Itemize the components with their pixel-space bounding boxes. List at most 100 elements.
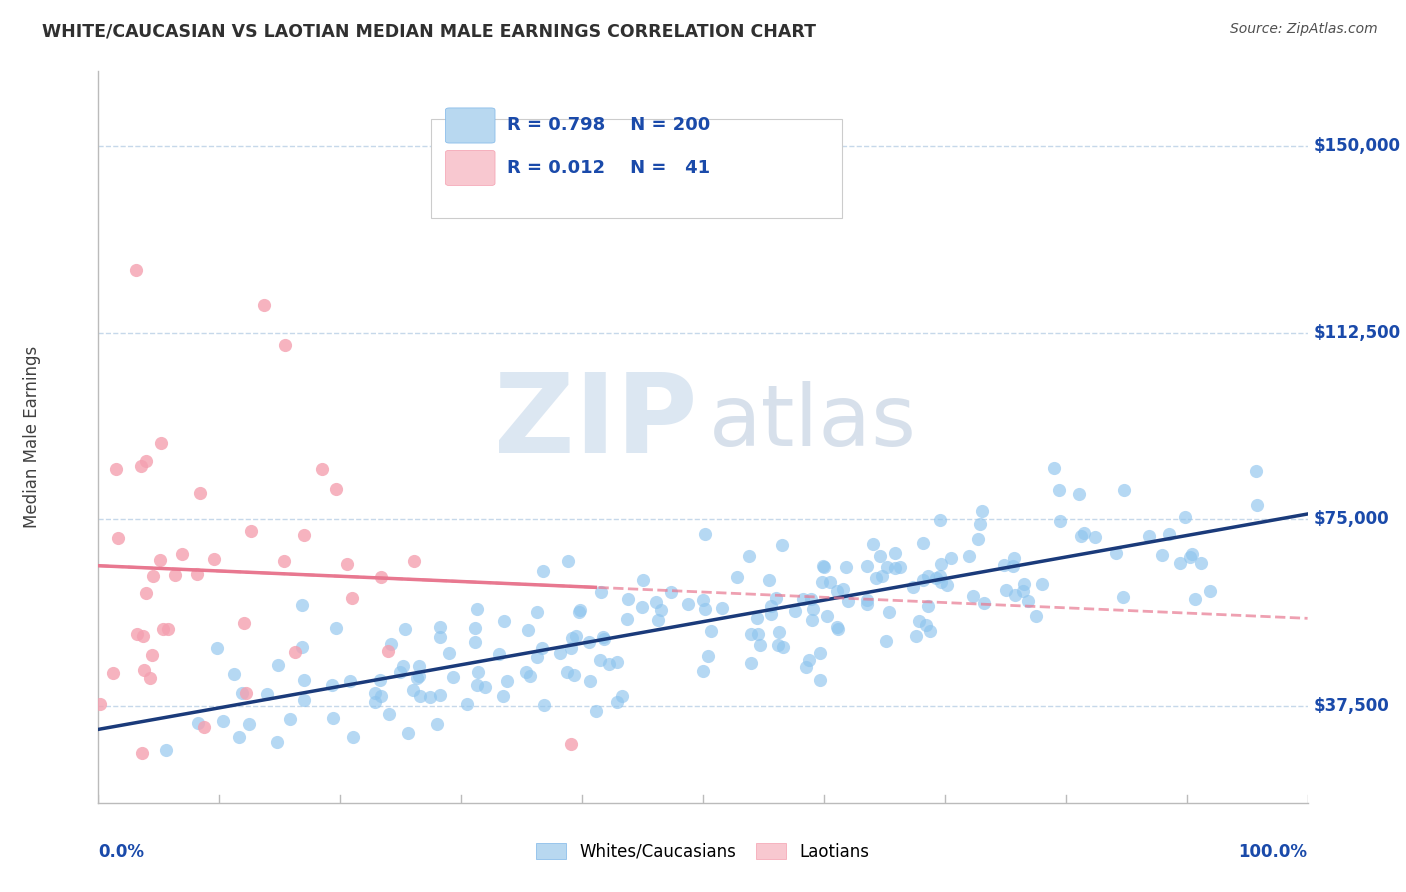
Point [322,711,344,725]
Point [912,536,935,550]
Point [995,583,1018,598]
Point [1017,594,1039,608]
Point [813,559,835,574]
Point [740,656,762,670]
Point [235,686,257,700]
Point [959,549,981,564]
Point [232,615,254,630]
Point [758,573,780,587]
Point [187,715,209,730]
Point [291,640,314,654]
Point [526,606,548,620]
Point [1002,551,1025,566]
Point [273,338,295,352]
Point [856,597,879,611]
Point [908,614,931,628]
Text: $37,500: $37,500 [1313,697,1389,714]
Point [325,482,347,496]
Point [139,671,162,685]
Point [993,558,1015,573]
Point [697,648,720,663]
Point [1150,548,1173,562]
Point [517,623,540,637]
Point [311,462,333,476]
Point [825,584,848,599]
Point [496,673,519,688]
Point [831,582,853,596]
Point [426,716,449,731]
Text: $75,000: $75,000 [1313,510,1389,528]
Point [149,435,172,450]
Point [973,596,995,610]
Point [408,658,430,673]
Text: Median Male Earnings: Median Male Earnings [22,346,41,528]
Point [441,670,464,684]
Point [273,554,295,568]
Point [104,462,127,476]
Point [929,558,952,572]
Point [429,688,451,702]
Point [568,606,591,620]
Point [266,735,288,749]
Point [578,635,600,649]
Point [519,669,541,683]
Point [531,640,554,655]
Point [617,592,640,607]
Point [1112,590,1135,604]
Point [531,565,554,579]
Point [749,638,772,652]
Point [1174,510,1197,524]
Point [340,591,363,606]
Point [929,575,952,590]
Point [884,546,907,560]
Point [388,665,411,680]
Point [917,599,939,613]
Point [336,558,359,572]
Point [364,695,387,709]
Point [747,610,769,624]
Point [492,690,515,704]
Point [917,568,939,582]
Point [1031,577,1053,591]
Point [1246,464,1268,478]
Point [292,673,315,687]
Point [561,631,583,645]
Point [903,580,925,594]
Point [768,624,790,639]
Point [515,665,537,680]
Point [419,690,441,705]
Text: 100.0%: 100.0% [1239,843,1308,861]
Point [883,560,905,574]
Point [132,664,155,678]
Point [862,537,884,551]
Point [1199,584,1222,599]
Point [865,571,887,585]
Point [292,528,315,542]
Point [825,620,848,634]
Point [89,697,111,711]
Point [156,622,179,636]
Point [1104,546,1126,560]
Point [1014,577,1036,591]
Point [1073,526,1095,541]
Point [380,637,402,651]
Point [464,635,486,649]
Point [564,668,586,682]
Point [429,631,451,645]
Point [186,567,208,582]
Point [548,646,571,660]
Point [837,594,859,608]
Point [810,575,832,590]
Point [1004,588,1026,602]
Point [593,632,616,646]
Point [676,597,699,611]
Point [1137,529,1160,543]
Point [598,657,620,672]
Point [811,559,834,574]
Point [699,624,721,638]
Point [810,673,832,687]
Point [631,599,654,614]
Point [759,607,782,621]
Point [141,648,163,662]
Point [1084,530,1107,544]
